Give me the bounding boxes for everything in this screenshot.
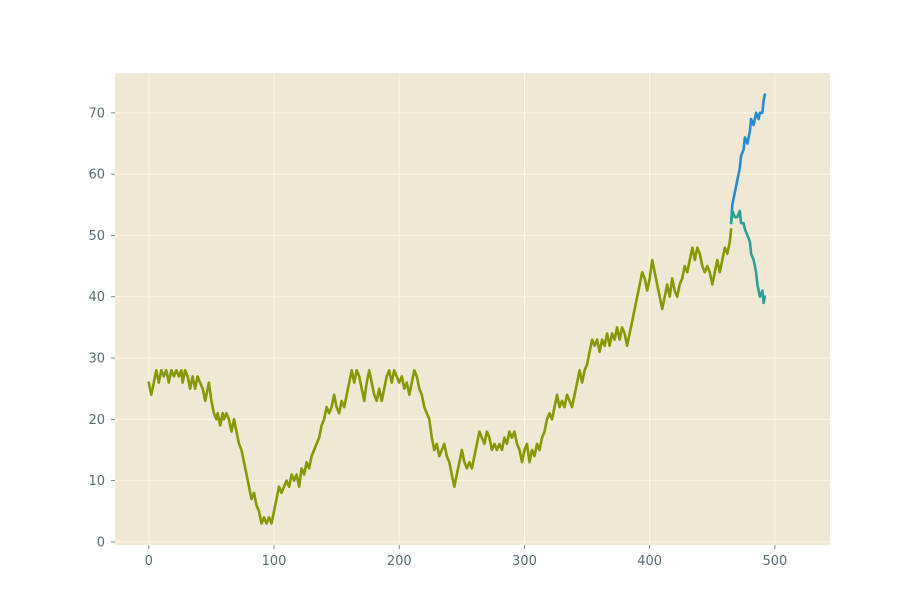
y-tick-label: 10 [88,474,105,489]
y-tick-label: 40 [88,290,105,305]
x-tick-label: 400 [637,554,662,569]
lower-forecast-line [729,209,767,305]
y-tick-label: 20 [88,413,105,428]
history-line [147,228,733,525]
y-tick-label: 60 [88,168,105,183]
series-lines [147,93,767,525]
y-tick-label: 30 [88,352,105,367]
upper-forecast-line [729,93,767,225]
x-tick-label: 0 [145,554,153,569]
plot-background [115,73,830,545]
y-tick-label: 50 [88,229,105,244]
x-tick-label: 300 [512,554,537,569]
y-tick-label: 70 [88,106,105,121]
grid-lines [115,73,830,545]
y-tick-label: 0 [97,535,105,550]
x-tick-label: 500 [762,554,787,569]
x-tick-label: 200 [387,554,412,569]
x-tick-label: 100 [262,554,287,569]
x-tick-labels: 0 100 200 300 400 500 [145,545,787,569]
y-tick-labels: 0 10 20 30 40 50 60 70 [88,106,115,550]
